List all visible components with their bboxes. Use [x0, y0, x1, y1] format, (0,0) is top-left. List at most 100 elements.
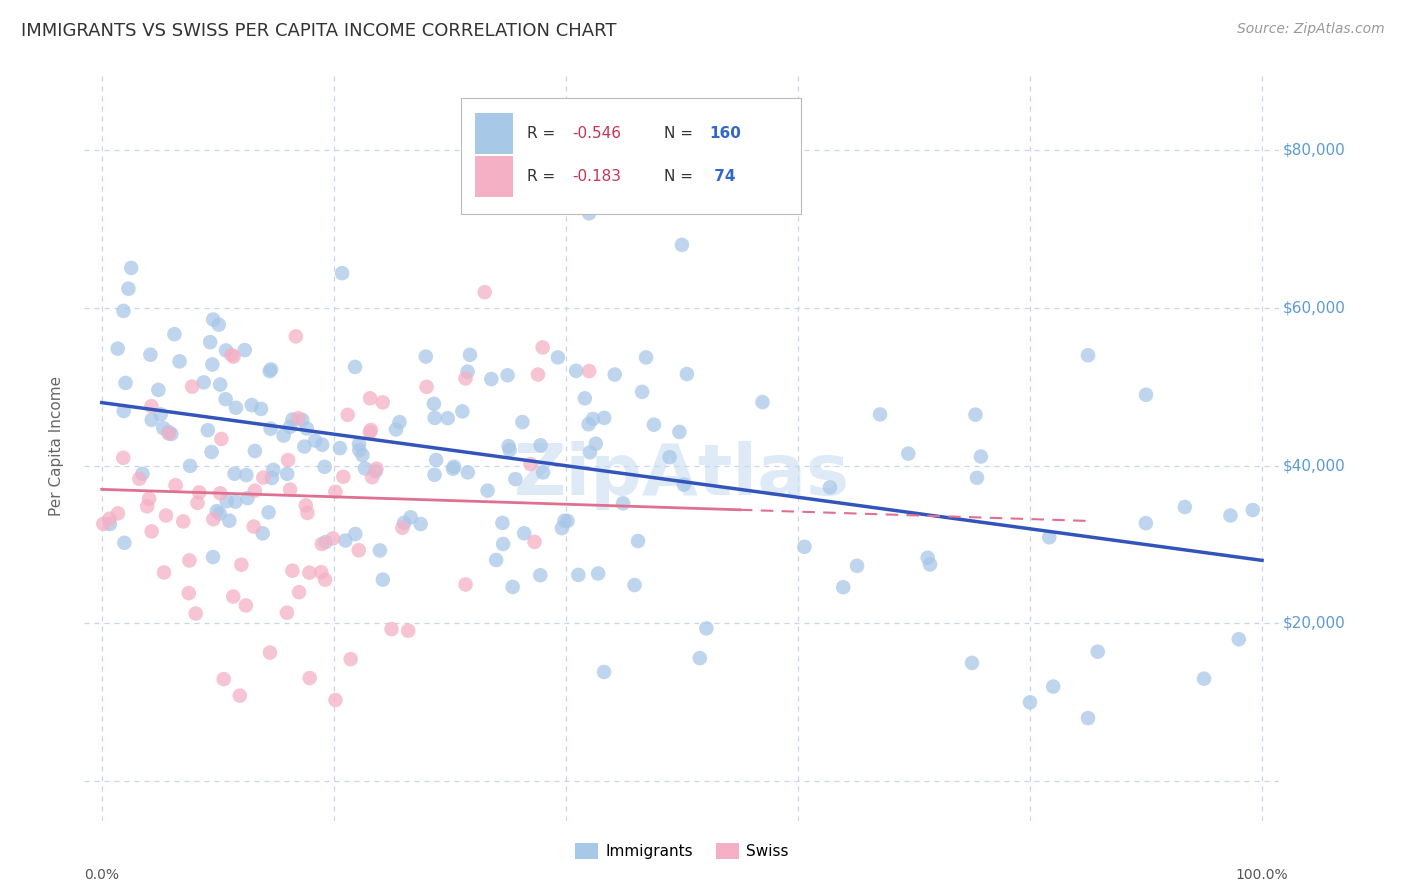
Point — [276, 606, 298, 620]
Point — [198, 335, 221, 350]
Point — [298, 671, 321, 685]
Point — [491, 516, 513, 530]
Point — [1227, 632, 1250, 647]
Point — [846, 558, 869, 573]
Text: 160: 160 — [710, 126, 741, 141]
Text: 0.0%: 0.0% — [84, 868, 120, 882]
Point — [231, 558, 253, 572]
Point — [676, 367, 699, 381]
Point — [177, 586, 200, 600]
Point — [436, 411, 458, 425]
Text: 100.0%: 100.0% — [1236, 868, 1288, 882]
Point — [309, 565, 332, 579]
Point — [371, 395, 394, 409]
Point — [672, 477, 695, 491]
Point — [184, 607, 207, 621]
Point — [215, 494, 238, 508]
Text: N =: N = — [664, 126, 697, 141]
Point — [208, 318, 231, 332]
Point — [240, 398, 263, 412]
Point — [188, 485, 211, 500]
Point — [136, 500, 159, 514]
Point — [139, 348, 162, 362]
Text: $80,000: $80,000 — [1282, 143, 1346, 158]
Point — [284, 329, 307, 343]
Point — [359, 425, 381, 440]
Point — [112, 450, 135, 465]
Point — [259, 364, 281, 378]
Point — [391, 521, 413, 535]
Point — [668, 425, 690, 439]
Point — [112, 404, 135, 418]
Point — [578, 364, 600, 378]
Point — [479, 372, 502, 386]
Point — [214, 392, 236, 406]
Point — [155, 508, 177, 523]
Point — [221, 348, 243, 362]
Point — [565, 364, 588, 378]
Point — [112, 536, 135, 550]
Point — [586, 566, 609, 581]
Point — [138, 491, 160, 506]
Point — [292, 440, 315, 454]
Point — [291, 413, 314, 427]
Point — [689, 651, 711, 665]
Point — [98, 511, 121, 525]
Point — [793, 540, 815, 554]
Point — [523, 534, 546, 549]
Point — [498, 439, 520, 453]
Point — [224, 467, 246, 481]
Text: R =: R = — [527, 169, 565, 184]
Point — [627, 534, 650, 549]
Point — [380, 622, 402, 636]
Point — [259, 646, 281, 660]
Point — [260, 471, 283, 485]
Text: Source: ZipAtlas.com: Source: ZipAtlas.com — [1237, 22, 1385, 37]
Point — [298, 566, 321, 580]
Point — [325, 693, 347, 707]
Point — [148, 383, 170, 397]
Point — [325, 484, 347, 499]
Point — [200, 445, 222, 459]
Point — [169, 354, 191, 368]
Point — [1135, 388, 1157, 402]
Point — [107, 507, 129, 521]
Point — [224, 494, 246, 508]
Point — [593, 665, 616, 679]
Point — [454, 371, 477, 385]
Text: 74: 74 — [710, 169, 735, 184]
Point — [257, 505, 280, 519]
Point — [281, 412, 304, 426]
Point — [205, 504, 228, 518]
Point — [970, 450, 993, 464]
Point — [278, 420, 301, 434]
Point — [201, 358, 224, 372]
Point — [457, 365, 479, 379]
Point — [457, 466, 479, 480]
Point — [259, 422, 281, 436]
Point — [120, 260, 142, 275]
Point — [278, 483, 301, 497]
Point — [288, 585, 311, 599]
Text: -0.183: -0.183 — [572, 169, 621, 184]
Point — [107, 342, 129, 356]
Point — [117, 282, 139, 296]
Text: $40,000: $40,000 — [1282, 458, 1346, 474]
Point — [578, 417, 600, 432]
Point — [385, 422, 408, 436]
Point — [1087, 645, 1109, 659]
Point — [329, 441, 352, 455]
Point — [603, 368, 626, 382]
Point — [273, 428, 295, 442]
Point — [179, 458, 201, 473]
Text: N =: N = — [664, 169, 697, 184]
Point — [281, 564, 304, 578]
Point — [236, 491, 259, 505]
Point — [458, 348, 481, 362]
Point — [631, 384, 654, 399]
Point — [347, 437, 370, 451]
Point — [531, 466, 554, 480]
Point — [451, 404, 474, 418]
Point — [128, 472, 150, 486]
Point — [141, 413, 163, 427]
